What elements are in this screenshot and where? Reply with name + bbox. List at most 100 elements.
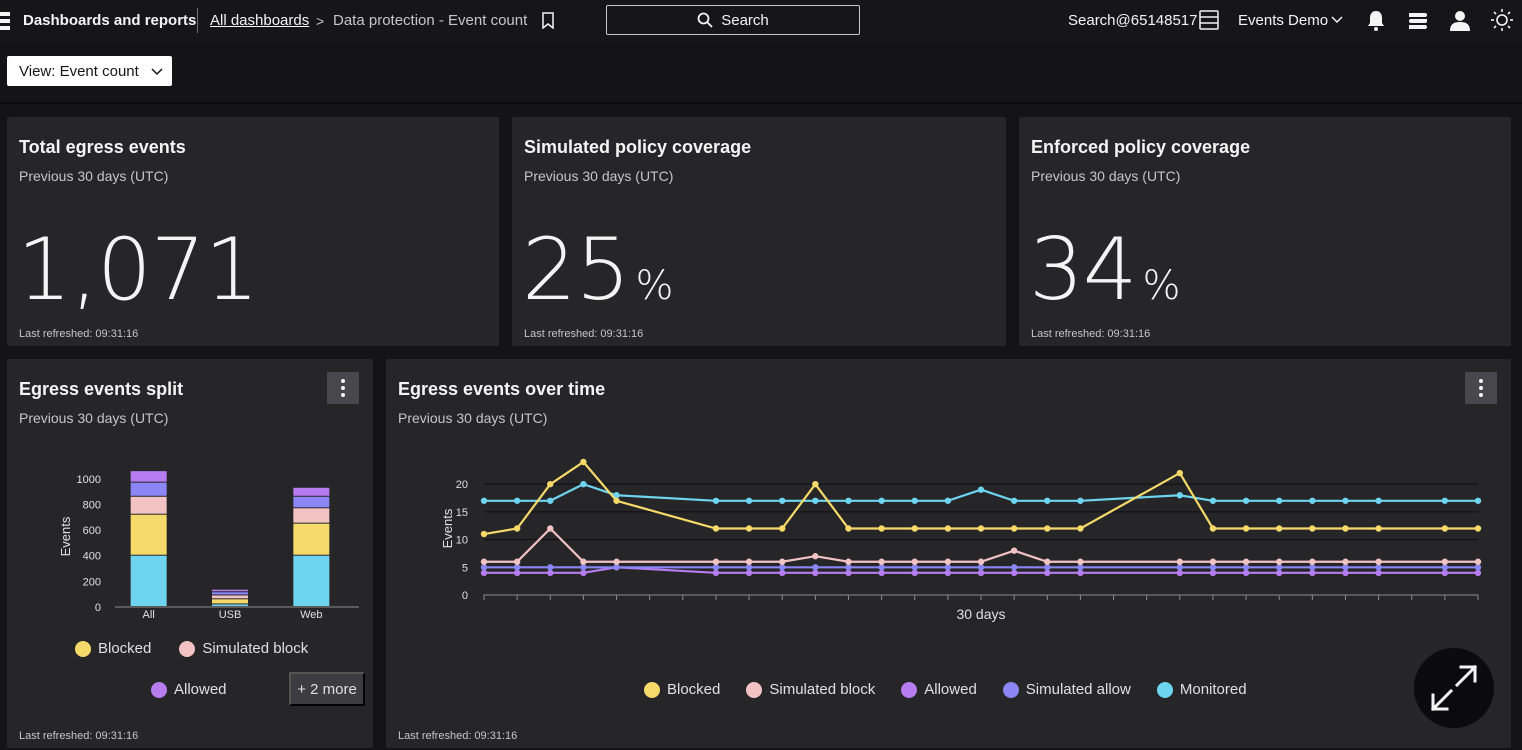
tenant-name[interactable]: Search@65148517 [1068, 12, 1198, 29]
line-series-monitored [484, 482, 1478, 502]
overflow-menu-button[interactable] [327, 372, 359, 404]
data-point [1474, 497, 1482, 504]
data-point [513, 558, 521, 565]
legend-item-blocked[interactable]: Blocked [644, 681, 720, 698]
card-subtitle: Previous 30 days (UTC) [398, 410, 548, 426]
data-point [1342, 558, 1349, 565]
legend-more-button[interactable]: + 2 more [289, 672, 365, 706]
data-point [911, 564, 918, 571]
account-switcher[interactable]: Events Demo [1238, 12, 1329, 29]
bookmark-icon[interactable] [541, 12, 555, 29]
y-tick-label: 15 [456, 507, 468, 519]
switcher-icon[interactable] [1406, 8, 1430, 32]
kpi-number: 1,071 [17, 220, 259, 320]
data-point [1375, 497, 1382, 504]
last-refreshed: Last refreshed: 09:31:16 [19, 328, 139, 340]
legend-item-blocked[interactable]: Blocked [75, 640, 151, 657]
view-dropdown[interactable]: View: Event count [7, 56, 172, 86]
data-point [1474, 569, 1482, 577]
card-egress-split: Egress events split Previous 30 days (UT… [7, 359, 373, 748]
last-refreshed: Last refreshed: 09:31:16 [398, 730, 518, 742]
data-point [1176, 564, 1183, 571]
line-legend: Blocked Simulated block Allowed Simulate… [644, 681, 1247, 698]
data-point [812, 480, 819, 488]
data-point [1010, 564, 1018, 571]
server-icon[interactable] [1199, 10, 1219, 30]
chevron-down-icon[interactable] [1331, 14, 1343, 24]
kebab-icon [1479, 379, 1483, 397]
data-point [613, 558, 620, 565]
kpi-value: 25% [522, 227, 673, 313]
legend-item-simulated-allow[interactable]: Simulated allow [1002, 681, 1131, 698]
data-point [812, 497, 819, 504]
legend-item-allowed[interactable]: Allowed [901, 681, 977, 698]
legend-item-simulated-block[interactable]: Simulated block [179, 640, 308, 657]
last-refreshed: Last refreshed: 09:31:16 [524, 328, 644, 340]
y-tick-label: 200 [83, 576, 101, 588]
data-point [977, 486, 985, 493]
user-icon[interactable] [1448, 8, 1472, 32]
data-point [1276, 497, 1283, 504]
bar-segment-blocked [293, 523, 330, 555]
card-subtitle: Previous 30 days (UTC) [19, 410, 169, 426]
data-point [845, 569, 852, 577]
breadcrumb-all-dashboards[interactable]: All dashboards [210, 12, 310, 29]
data-point [1077, 569, 1084, 577]
data-point [1342, 525, 1349, 532]
legend-dot [151, 681, 167, 698]
legend-item-simulated-block[interactable]: Simulated block [746, 681, 875, 698]
data-point [779, 569, 786, 577]
data-point [1375, 569, 1382, 577]
expand-button[interactable] [1414, 648, 1494, 728]
data-point [1176, 569, 1183, 577]
last-refreshed: Last refreshed: 09:31:16 [19, 730, 139, 742]
data-point [944, 497, 952, 504]
data-point [1474, 564, 1482, 571]
bar-segment-simulated-block [130, 496, 167, 514]
search-button[interactable]: Search [606, 5, 860, 35]
y-tick-label: 400 [83, 551, 101, 563]
data-point [1441, 497, 1449, 504]
kpi-number: 34 [1029, 220, 1137, 320]
data-point [480, 530, 488, 538]
card-title: Total egress events [19, 137, 186, 157]
expand-icon [1430, 664, 1478, 712]
legend-item-monitored[interactable]: Monitored [1156, 681, 1247, 698]
data-point [1309, 558, 1316, 565]
notification-icon[interactable] [1364, 8, 1388, 32]
bar-segment-simulated-allow [293, 496, 330, 508]
data-point [845, 525, 852, 532]
bar-legend-row2: Allowed [151, 681, 227, 698]
chevron-down-icon [151, 68, 163, 76]
search-icon [697, 12, 713, 28]
data-point [1176, 469, 1183, 477]
data-point [580, 569, 587, 577]
kebab-icon [341, 379, 345, 397]
card-subtitle: Previous 30 days (UTC) [524, 168, 674, 184]
data-point [1309, 497, 1316, 504]
data-point [977, 525, 985, 532]
data-point [480, 558, 488, 565]
x-tick-label: All [143, 609, 155, 621]
legend-label: Blocked [98, 640, 152, 657]
breadcrumb-chevron-icon: > [316, 13, 325, 29]
x-axis-label: 30 days [956, 606, 1005, 622]
data-point [613, 492, 620, 499]
theme-sun-icon[interactable] [1490, 8, 1514, 32]
data-point [745, 569, 753, 577]
data-point [977, 564, 985, 571]
data-point [1375, 558, 1382, 565]
data-point [1209, 525, 1217, 532]
data-point [547, 569, 554, 577]
data-point [1077, 497, 1084, 504]
app-menu-icon[interactable] [0, 12, 10, 30]
overflow-menu-button[interactable] [1465, 372, 1497, 404]
card-subtitle: Previous 30 days (UTC) [1031, 168, 1181, 184]
data-point [1044, 558, 1051, 565]
legend-label: Simulated block [769, 681, 876, 698]
data-point [1276, 569, 1283, 577]
legend-item-allowed[interactable]: Allowed [151, 681, 227, 698]
legend-label: Allowed [174, 681, 227, 698]
bar-segment-allowed [293, 487, 330, 496]
data-point [1342, 564, 1349, 571]
